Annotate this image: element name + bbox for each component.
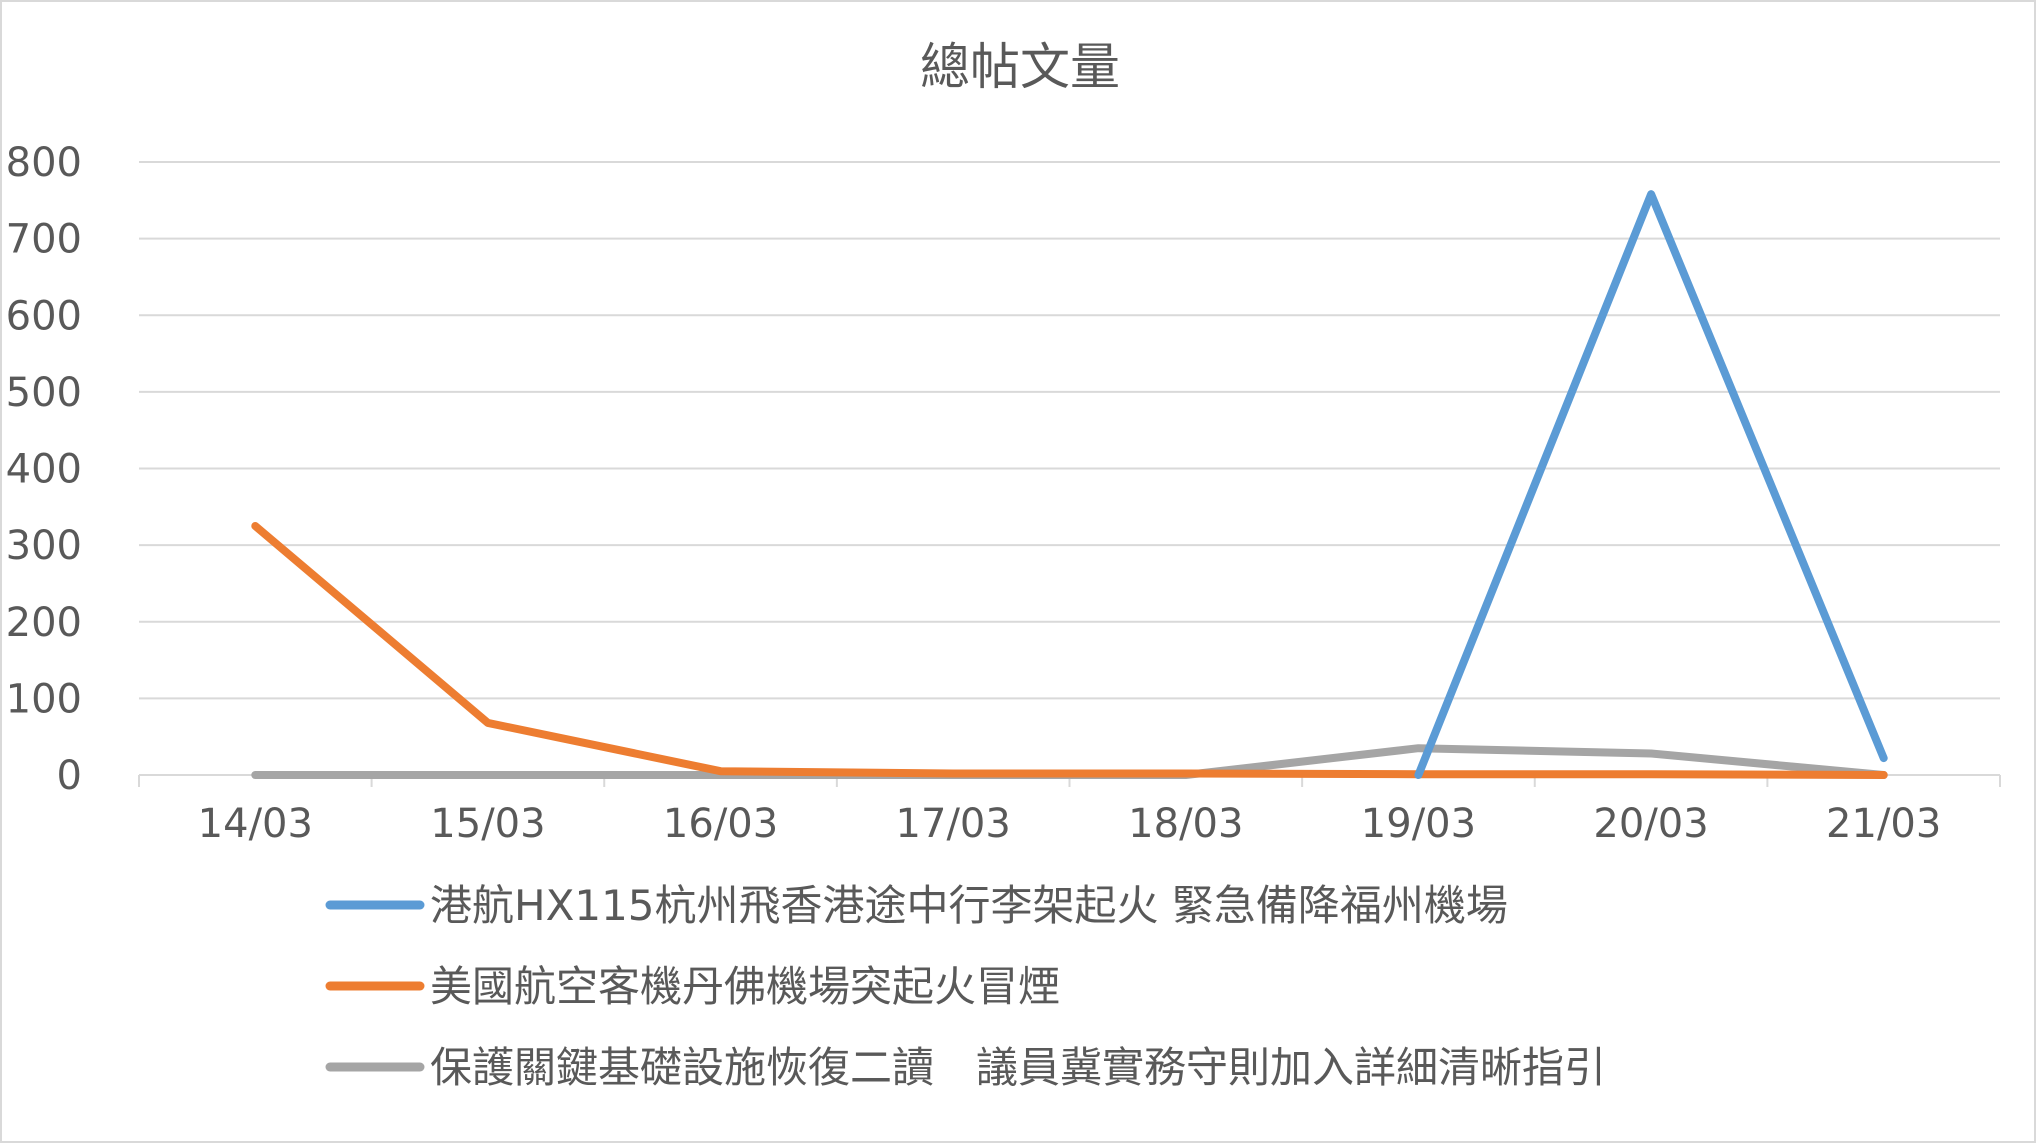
x-tick-label: 19/03 <box>1361 801 1476 847</box>
legend-label-3: 保護關鍵基礎設施恢復二讀 議員冀實務守則加入詳細清晰指引 <box>430 1043 1606 1092</box>
y-tick-label: 300 <box>6 523 82 569</box>
y-tick-label: 400 <box>6 447 82 493</box>
series-line-2 <box>251 522 1888 779</box>
chart-title: 總帖文量 <box>920 38 1120 96</box>
x-tick-label: 16/03 <box>663 801 778 847</box>
series-line-1 <box>1414 190 1888 779</box>
series-lines <box>251 190 1888 779</box>
y-tick-label: 200 <box>6 600 82 646</box>
x-tick-label: 21/03 <box>1826 801 1941 847</box>
x-tick-label: 17/03 <box>896 801 1011 847</box>
x-tick-label: 20/03 <box>1593 801 1708 847</box>
x-tick-label: 18/03 <box>1128 801 1243 847</box>
y-tick-label: 700 <box>6 217 82 263</box>
gridlines <box>139 161 2000 700</box>
legend-label-1: 港航HX115杭州飛香港途中行李架起火 緊急備降福州機場 <box>430 881 1508 930</box>
axes: 0 100 200 300 400 500 600 700 800 14/03 15/03 16/03… <box>6 140 2001 847</box>
x-tick-label: 14/03 <box>198 801 313 847</box>
y-tick-label: 800 <box>6 140 82 186</box>
y-tick-label: 500 <box>6 370 82 416</box>
legend-label-2: 美國航空客機丹佛機場突起火冒煙 <box>430 962 1060 1011</box>
y-tick-label: 600 <box>6 293 82 339</box>
legend: 港航HX115杭州飛香港途中行李架起火 緊急備降福州機場美國航空客機丹佛機場突起… <box>325 881 1606 1092</box>
x-tick-label: 15/03 <box>430 801 545 847</box>
y-tick-label: 0 <box>57 753 82 799</box>
y-tick-label: 100 <box>6 676 82 722</box>
